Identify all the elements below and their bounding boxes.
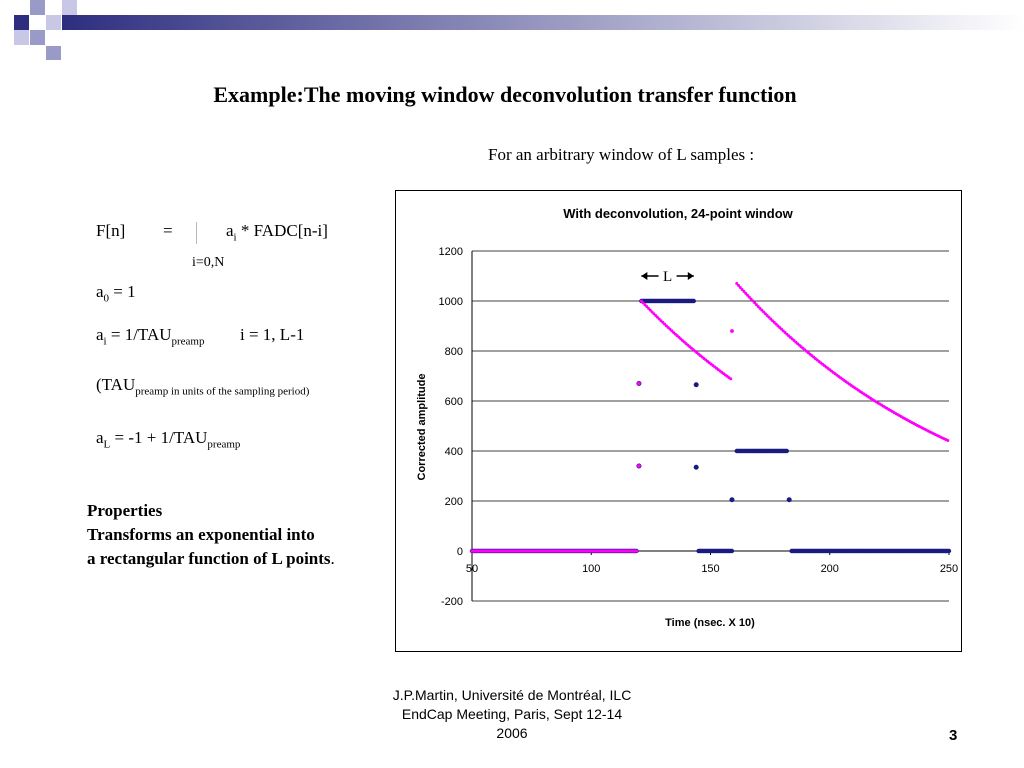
x-tick-label: 250 [940, 563, 958, 575]
series-magenta-point [637, 464, 641, 468]
y-tick-label: 200 [445, 496, 463, 508]
x-axis-label: Time (nsec. X 10) [665, 617, 755, 629]
page-number: 3 [949, 727, 958, 744]
chart-frame: With deconvolution, 24-point window Time… [395, 190, 962, 652]
formula-equals: = [163, 221, 173, 240]
header-decoration [14, 0, 1024, 60]
series-magenta-point [744, 291, 748, 295]
y-tick-label: 1200 [439, 246, 463, 258]
x-tick-label: 100 [582, 563, 600, 575]
properties-line-2: a rectangular function of L points. [87, 549, 335, 568]
formula-ai: ai = 1/TAUpreamp [96, 325, 205, 348]
formula-aL: aL = -1 + 1/TAUpreamp [96, 428, 241, 451]
series-magenta-point [946, 438, 950, 442]
series-magenta-point [737, 283, 741, 287]
series-magenta-point [641, 301, 645, 305]
footer-line-2: EndCap Meeting, Paris, Sept 12-14 [401, 706, 623, 722]
series-dark-point [693, 464, 699, 470]
arrow-right-head-icon [687, 272, 694, 280]
y-tick-label: -200 [441, 596, 463, 608]
sum-range: i=0,N [192, 255, 225, 270]
series-magenta-point [735, 282, 739, 285]
series-magenta-point [738, 285, 742, 289]
series-dark-point [693, 382, 699, 388]
properties-line-1: Transforms an exponential into [87, 525, 315, 544]
series-dark-point [946, 548, 952, 554]
series-magenta-point [740, 287, 744, 291]
y-axis-label: Corrected amplitude [416, 374, 428, 481]
series-magenta-point [754, 303, 758, 307]
series-magenta-point [730, 329, 734, 333]
formula-a0: a0 = 1 [96, 282, 136, 305]
slide-title: Example:The moving window deconvolution … [213, 82, 797, 107]
sum-icon [196, 222, 200, 244]
series-magenta-point [749, 297, 753, 301]
series-magenta-point [747, 295, 751, 299]
y-tick-label: 800 [445, 346, 463, 358]
series-dark-point [786, 497, 792, 503]
formula-tau-note: (TAUpreamp in units of the sampling peri… [96, 375, 310, 398]
formula-f-lhs: F[n] [96, 221, 126, 240]
series-dark-point [691, 298, 697, 304]
arrow-left-head-icon [641, 272, 648, 280]
series-magenta-point [639, 299, 643, 303]
chart-title: With deconvolution, 24-point window [563, 206, 793, 221]
series-dark-point [729, 548, 735, 554]
series-magenta-point [729, 377, 733, 381]
footer-line-3: 2006 [496, 725, 528, 741]
properties-heading: Properties [87, 501, 163, 520]
x-tick-label: 200 [821, 563, 839, 575]
properties-block: Properties Transforms an exponential int… [87, 499, 335, 571]
series-dark-point [729, 497, 735, 503]
formula-f-rhs: ai * FADC[n-i] [226, 221, 328, 244]
footer-line-1: J.P.Martin, Université de Montréal, ILC [392, 687, 632, 703]
footer: J.P.Martin, Université de Montréal, ILC … [340, 686, 684, 743]
series-magenta-point [742, 289, 746, 293]
y-tick-label: 1000 [439, 296, 463, 308]
series-magenta-point [637, 381, 641, 386]
y-tick-label: 600 [445, 396, 463, 408]
series-magenta-point [643, 303, 647, 307]
x-tick-label: 150 [701, 563, 719, 575]
y-tick-label: 0 [457, 546, 463, 558]
deconvolution-chart: With deconvolution, 24-point window Time… [416, 206, 958, 629]
series-magenta-point [751, 299, 755, 303]
x-tick-label: 50 [466, 563, 478, 575]
series-magenta-point [634, 549, 639, 553]
formula-ai-range: i = 1, L-1 [240, 325, 305, 344]
series-dark-point [784, 448, 790, 454]
series-magenta-point [753, 301, 757, 305]
window-length-label: L [663, 269, 672, 285]
series-magenta-point [745, 293, 749, 297]
y-tick-label: 400 [445, 446, 463, 458]
chart-intro: For an arbitrary window of L samples : [488, 145, 755, 164]
